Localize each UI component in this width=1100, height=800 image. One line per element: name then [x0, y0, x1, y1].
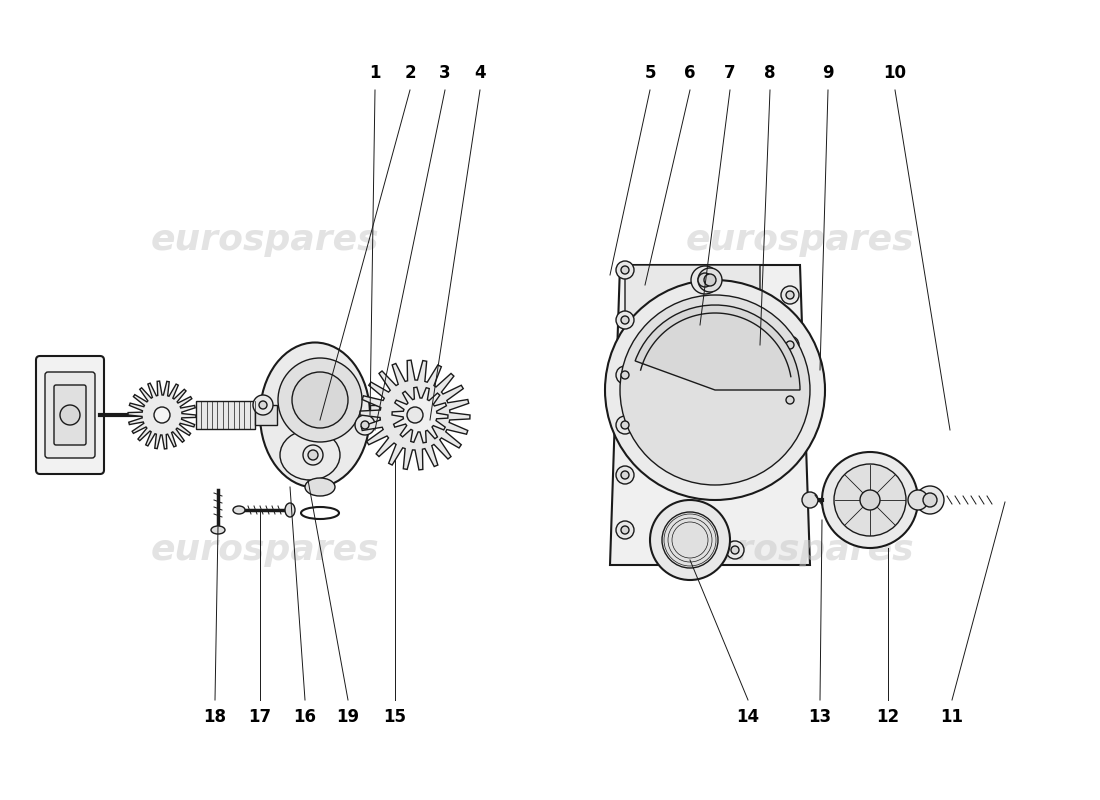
- Circle shape: [786, 396, 794, 404]
- Circle shape: [781, 336, 799, 354]
- Text: 8: 8: [764, 64, 776, 82]
- Circle shape: [154, 407, 170, 423]
- Text: 6: 6: [684, 64, 695, 82]
- Text: 18: 18: [204, 708, 227, 726]
- Circle shape: [292, 372, 348, 428]
- Circle shape: [732, 546, 739, 554]
- Circle shape: [661, 541, 679, 559]
- Bar: [255, 405, 277, 425]
- Text: 2: 2: [404, 64, 416, 82]
- Circle shape: [616, 466, 634, 484]
- Ellipse shape: [233, 506, 245, 514]
- Polygon shape: [360, 360, 470, 470]
- Circle shape: [616, 521, 634, 539]
- Circle shape: [698, 268, 722, 292]
- Circle shape: [605, 280, 825, 500]
- Polygon shape: [610, 265, 810, 565]
- Text: eurospares: eurospares: [151, 223, 380, 257]
- Circle shape: [302, 445, 323, 465]
- Polygon shape: [392, 387, 448, 443]
- Bar: [370, 405, 379, 425]
- Circle shape: [278, 358, 362, 442]
- Text: 4: 4: [474, 64, 486, 82]
- Circle shape: [666, 546, 674, 554]
- Circle shape: [620, 295, 810, 485]
- Text: 1: 1: [370, 64, 381, 82]
- Circle shape: [355, 415, 375, 435]
- FancyBboxPatch shape: [36, 356, 104, 474]
- Circle shape: [726, 541, 744, 559]
- Ellipse shape: [280, 430, 340, 480]
- Circle shape: [621, 471, 629, 479]
- Circle shape: [616, 311, 634, 329]
- Text: 14: 14: [736, 708, 760, 726]
- Text: 12: 12: [877, 708, 900, 726]
- Text: 5: 5: [645, 64, 656, 82]
- Circle shape: [616, 366, 634, 384]
- Text: eurospares: eurospares: [151, 533, 380, 567]
- Circle shape: [786, 291, 794, 299]
- Circle shape: [822, 452, 918, 548]
- Circle shape: [834, 464, 906, 536]
- Circle shape: [253, 395, 273, 415]
- Ellipse shape: [285, 503, 295, 517]
- Wedge shape: [635, 305, 800, 390]
- Text: 15: 15: [384, 708, 407, 726]
- Text: 11: 11: [940, 708, 964, 726]
- Polygon shape: [625, 265, 760, 420]
- Circle shape: [704, 274, 716, 286]
- Circle shape: [621, 266, 629, 274]
- Circle shape: [786, 341, 794, 349]
- Circle shape: [361, 421, 368, 429]
- Text: 10: 10: [883, 64, 906, 82]
- Text: eurospares: eurospares: [685, 223, 914, 257]
- Text: 13: 13: [808, 708, 832, 726]
- Circle shape: [407, 407, 424, 423]
- Circle shape: [923, 493, 937, 507]
- Circle shape: [908, 490, 928, 510]
- Circle shape: [662, 512, 718, 568]
- Ellipse shape: [260, 342, 370, 487]
- Circle shape: [650, 500, 730, 580]
- Circle shape: [621, 371, 629, 379]
- Circle shape: [308, 450, 318, 460]
- Circle shape: [616, 261, 634, 279]
- Text: 16: 16: [294, 708, 317, 726]
- Ellipse shape: [211, 526, 226, 534]
- Text: 17: 17: [249, 708, 272, 726]
- Circle shape: [621, 526, 629, 534]
- Circle shape: [60, 405, 80, 425]
- Circle shape: [781, 391, 799, 409]
- Circle shape: [802, 492, 818, 508]
- Circle shape: [916, 486, 944, 514]
- Text: 7: 7: [724, 64, 736, 82]
- Circle shape: [860, 490, 880, 510]
- Circle shape: [781, 286, 799, 304]
- FancyBboxPatch shape: [54, 385, 86, 445]
- Text: 9: 9: [822, 64, 834, 82]
- Circle shape: [621, 316, 629, 324]
- Circle shape: [621, 421, 629, 429]
- Polygon shape: [128, 381, 196, 449]
- Text: 3: 3: [439, 64, 451, 82]
- Circle shape: [691, 266, 719, 294]
- FancyBboxPatch shape: [45, 372, 95, 458]
- Bar: [196, 401, 255, 429]
- Text: 19: 19: [337, 708, 360, 726]
- Circle shape: [616, 416, 634, 434]
- Circle shape: [698, 273, 712, 287]
- Text: eurospares: eurospares: [685, 533, 914, 567]
- Circle shape: [258, 401, 267, 409]
- Ellipse shape: [305, 478, 336, 496]
